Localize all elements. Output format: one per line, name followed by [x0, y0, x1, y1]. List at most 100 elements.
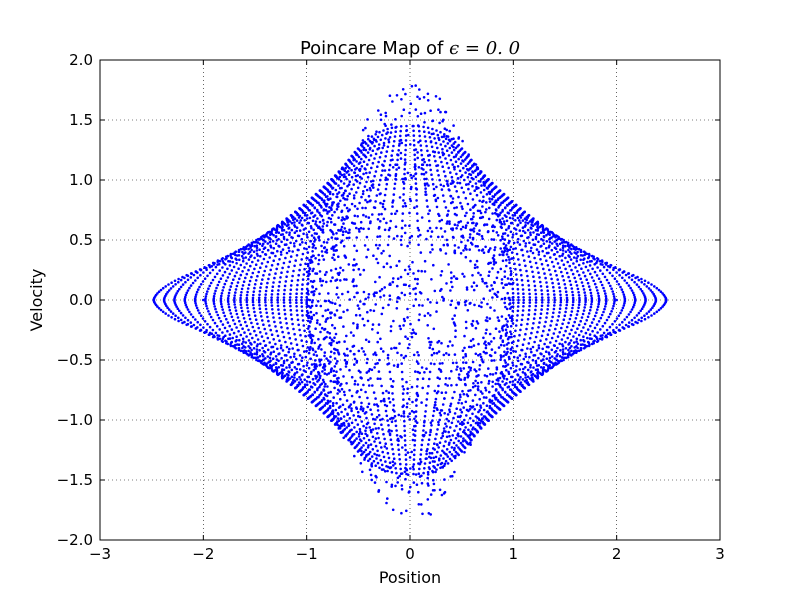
- scatter-point: [514, 273, 518, 276]
- scatter-point: [248, 244, 252, 247]
- scatter-point: [357, 435, 361, 438]
- scatter-point: [472, 382, 475, 385]
- scatter-point: [404, 463, 408, 466]
- scatter-point: [395, 429, 398, 432]
- scatter-point: [425, 199, 429, 202]
- scatter-point: [597, 320, 601, 323]
- scatter-point: [464, 255, 468, 259]
- scatter-point: [338, 186, 342, 190]
- scatter-point: [367, 378, 370, 382]
- scatter-point: [167, 308, 171, 311]
- scatter-point: [597, 300, 601, 304]
- scatter-point: [276, 304, 280, 308]
- scatter-point: [442, 451, 446, 454]
- scatter-point: [481, 417, 484, 420]
- scatter-point: [333, 347, 336, 351]
- scatter-point: [458, 422, 462, 426]
- scatter-point: [440, 493, 444, 497]
- scatter-point: [205, 292, 208, 296]
- scatter-point: [583, 253, 586, 257]
- scatter-point: [335, 370, 338, 374]
- scatter-point: [330, 220, 333, 224]
- scatter-point: [336, 382, 339, 385]
- scatter-point: [539, 312, 543, 316]
- scatter-point: [442, 457, 445, 460]
- scatter-point: [501, 259, 505, 263]
- scatter-point: [358, 438, 362, 441]
- scatter-point: [448, 377, 451, 380]
- scatter-point: [482, 336, 485, 340]
- scatter-point: [412, 143, 416, 147]
- scatter-point: [420, 167, 424, 170]
- scatter-point: [444, 110, 448, 114]
- scatter-point: [588, 264, 592, 267]
- scatter-point: [492, 336, 496, 340]
- scatter-point: [536, 330, 539, 334]
- scatter-point: [352, 414, 356, 417]
- scatter-point: [457, 150, 460, 154]
- scatter-point: [288, 298, 292, 302]
- scatter-point: [317, 370, 320, 374]
- scatter-point: [241, 313, 245, 316]
- scatter-point: [262, 238, 265, 242]
- scatter-point: [277, 289, 280, 292]
- scatter-point: [595, 260, 599, 263]
- scatter-point: [418, 467, 421, 471]
- scatter-point: [600, 283, 604, 287]
- scatter-point: [534, 308, 537, 312]
- scatter-point: [295, 305, 298, 308]
- scatter-point: [517, 296, 520, 299]
- scatter-point: [506, 211, 510, 214]
- scatter-point: [255, 252, 259, 256]
- scatter-point: [282, 292, 286, 296]
- scatter-point: [451, 285, 454, 289]
- scatter-point: [353, 171, 357, 175]
- scatter-point: [221, 337, 225, 341]
- scatter-point: [443, 200, 446, 203]
- scatter-point: [306, 319, 310, 323]
- scatter-point: [622, 304, 626, 307]
- scatter-point: [618, 323, 621, 327]
- scatter-point: [208, 325, 212, 329]
- scatter-point: [308, 216, 312, 220]
- scatter-point: [346, 290, 350, 294]
- scatter-point: [368, 450, 372, 454]
- scatter-point: [301, 373, 304, 376]
- scatter-point: [404, 448, 407, 452]
- scatter-point: [331, 276, 334, 279]
- scatter-point: [620, 288, 624, 291]
- scatter-point: [311, 250, 314, 253]
- scatter-point: [553, 293, 556, 296]
- scatter-point: [350, 442, 353, 446]
- scatter-point: [399, 151, 403, 155]
- scatter-point: [244, 251, 247, 254]
- scatter-point: [449, 303, 453, 307]
- scatter-point: [596, 331, 599, 334]
- scatter-point: [230, 315, 234, 319]
- scatter-point: [300, 339, 304, 342]
- scatter-point: [301, 344, 305, 348]
- scatter-point: [370, 135, 374, 138]
- scatter-point: [487, 185, 491, 188]
- scatter-point: [469, 430, 472, 434]
- scatter-point: [524, 264, 527, 268]
- scatter-point: [319, 330, 322, 334]
- scatter-point: [248, 346, 252, 350]
- scatter-point: [587, 312, 591, 315]
- scatter-point: [493, 246, 497, 249]
- scatter-point: [452, 137, 455, 140]
- scatter-point: [589, 272, 592, 276]
- scatter-point: [262, 323, 265, 327]
- scatter-point: [347, 424, 351, 428]
- scatter-point: [592, 279, 595, 283]
- scatter-point: [283, 312, 287, 316]
- scatter-point: [427, 384, 430, 388]
- scatter-point: [453, 244, 457, 247]
- scatter-point: [440, 188, 444, 191]
- scatter-point: [367, 438, 371, 442]
- scatter-point: [316, 396, 319, 399]
- scatter-point: [572, 262, 575, 265]
- scatter-point: [304, 370, 307, 373]
- scatter-point: [495, 276, 499, 280]
- scatter-point: [444, 377, 448, 380]
